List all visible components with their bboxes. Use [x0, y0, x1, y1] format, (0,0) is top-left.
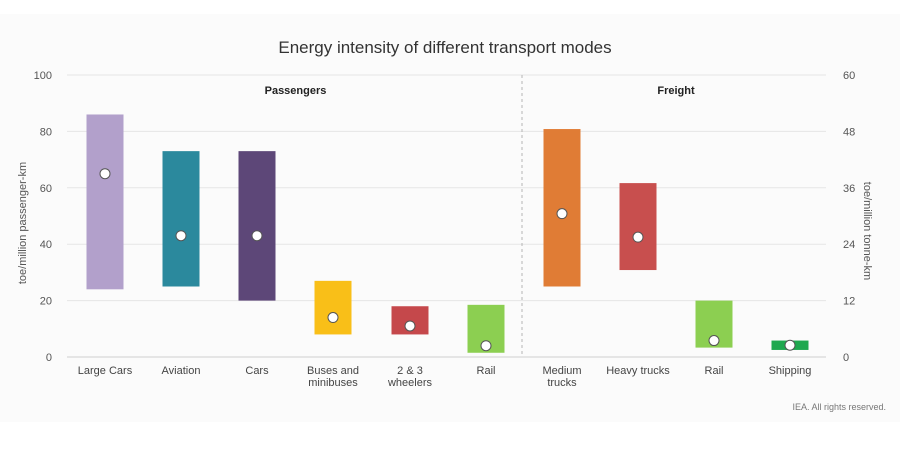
category-label-line: Shipping: [769, 365, 812, 377]
average-point: [99, 168, 111, 180]
right-tick-label: 36: [843, 183, 855, 195]
category-label-line: Medium: [542, 365, 581, 377]
category-label-line: Aviation: [162, 365, 201, 377]
average-point: [175, 230, 187, 242]
left-tick-label: 100: [34, 70, 52, 82]
category-label-line: Rail: [477, 365, 496, 377]
average-points: [99, 168, 796, 352]
category-label-line: Buses and: [307, 365, 359, 377]
group-labels: Passengers Freight: [265, 85, 695, 97]
average-point: [556, 208, 568, 220]
category-label: Large Cars: [78, 365, 133, 377]
range-bars: [86, 114, 809, 353]
average-point: [632, 231, 644, 243]
chart-panel: Energy intensity of different transport …: [0, 14, 900, 422]
right-tick-label: 60: [843, 70, 855, 82]
right-tick-label: 12: [843, 296, 855, 308]
category-label-line: Rail: [705, 365, 724, 377]
right-axis-ticks: 0 12 24 36 48 60: [843, 70, 855, 364]
category-label: Cars: [245, 365, 269, 377]
credit-note: IEA. All rights reserved.: [792, 402, 886, 412]
left-tick-label: 80: [40, 126, 52, 138]
average-point: [480, 340, 492, 352]
left-axis-label: toe/million passenger-km: [17, 162, 29, 284]
average-point: [784, 339, 796, 351]
average-point: [251, 230, 263, 242]
category-label: Buses and minibuses: [307, 365, 359, 389]
left-tick-label: 60: [40, 183, 52, 195]
energy-intensity-chart: Energy intensity of different transport …: [17, 38, 886, 412]
category-label: Rail: [705, 365, 724, 377]
group-label: Freight: [657, 85, 695, 97]
category-label: Heavy trucks: [606, 365, 670, 377]
left-tick-label: 20: [40, 296, 52, 308]
category-label: Rail: [477, 365, 496, 377]
category-labels: Large Cars Aviation Cars Buses and minibuses…: [78, 365, 812, 389]
range-bar: [314, 280, 352, 335]
category-label: Aviation: [162, 365, 201, 377]
range-bar: [543, 129, 581, 287]
range-bar: [86, 114, 124, 290]
range-bar: [238, 151, 276, 301]
category-label: 2 & 3 wheelers: [387, 365, 433, 389]
right-tick-label: 0: [843, 352, 849, 364]
average-point: [708, 335, 720, 347]
right-axis-label: toe/million tonne-km: [861, 182, 873, 280]
category-label-line: Large Cars: [78, 365, 133, 377]
category-label-line: wheelers: [387, 377, 433, 389]
average-point: [327, 312, 339, 324]
average-point: [404, 320, 416, 332]
left-axis-ticks: 0 20 40 60 80 100: [34, 70, 52, 364]
category-label-line: Cars: [245, 365, 269, 377]
range-bar: [162, 151, 200, 287]
left-tick-label: 40: [40, 239, 52, 251]
range-bar: [619, 183, 657, 271]
right-tick-label: 24: [843, 239, 855, 251]
category-label-line: trucks: [547, 377, 577, 389]
category-label-line: 2 & 3: [397, 365, 423, 377]
category-label-line: Heavy trucks: [606, 365, 670, 377]
chart-title: Energy intensity of different transport …: [278, 38, 611, 57]
left-tick-label: 0: [46, 352, 52, 364]
category-label: Medium trucks: [542, 365, 581, 389]
category-label-line: minibuses: [308, 377, 358, 389]
right-tick-label: 48: [843, 126, 855, 138]
category-label: Shipping: [769, 365, 812, 377]
group-label: Passengers: [265, 85, 327, 97]
